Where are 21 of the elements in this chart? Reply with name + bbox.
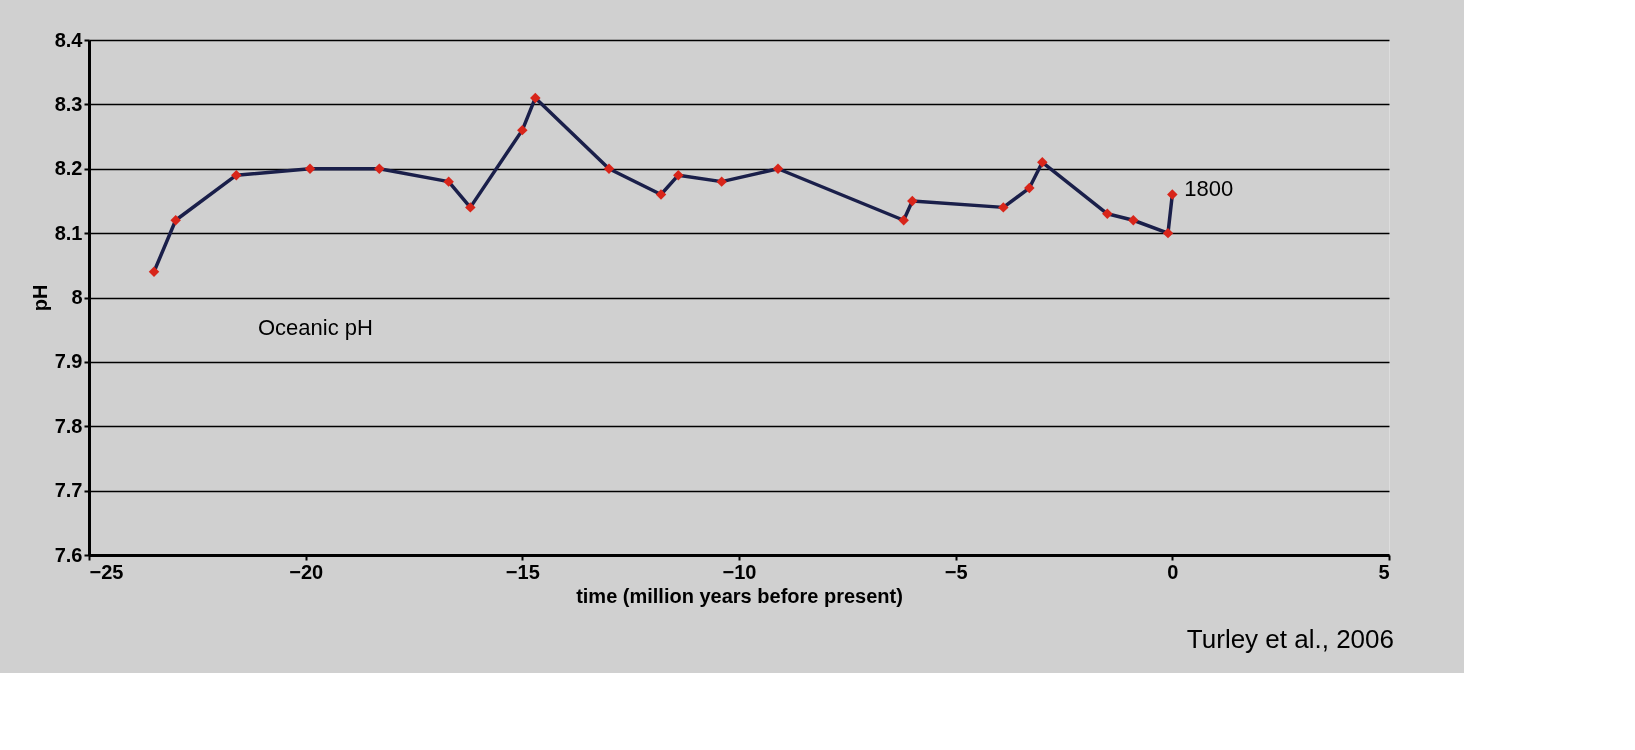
y-tick-label: 8 bbox=[71, 286, 83, 308]
x-tick-label: −25 bbox=[89, 560, 124, 583]
x-tick-label: 0 bbox=[1167, 560, 1179, 583]
annotation: 1800 bbox=[1184, 175, 1234, 201]
y-tick-label: 7.7 bbox=[54, 479, 83, 502]
y-tick-label: 8.4 bbox=[54, 28, 84, 51]
y-axis-title: pH bbox=[28, 284, 51, 312]
x-tick-label: −5 bbox=[944, 560, 968, 583]
y-tick-label: 8.1 bbox=[54, 221, 83, 244]
y-tick-label: 7.8 bbox=[54, 414, 83, 437]
x-tick-label: −10 bbox=[722, 560, 757, 583]
y-tick-label: 8.3 bbox=[54, 92, 83, 115]
x-tick-label: −15 bbox=[505, 560, 540, 583]
y-tick-label: 8.2 bbox=[54, 157, 83, 180]
text: Turley et al., 2006 bbox=[1186, 624, 1394, 654]
x-axis-title: time (million years before present) bbox=[576, 584, 903, 607]
x-tick-label: −20 bbox=[289, 560, 324, 583]
y-tick-label: 7.9 bbox=[54, 350, 83, 373]
annotation: Oceanic pH bbox=[258, 315, 373, 341]
y-tick-label: 7.6 bbox=[54, 543, 83, 566]
x-tick-label: 5 bbox=[1378, 560, 1390, 583]
